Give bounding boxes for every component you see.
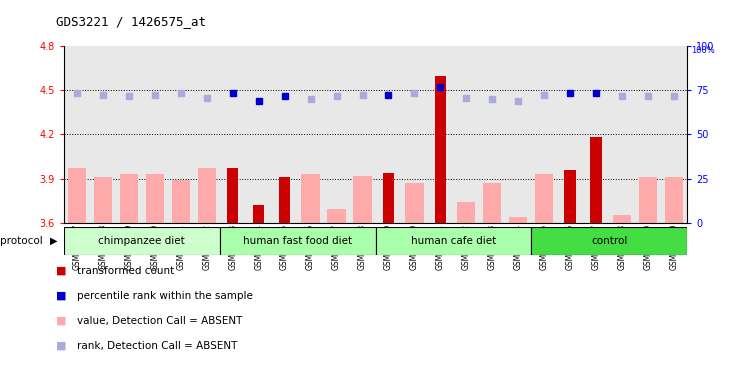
Text: percentile rank within the sample: percentile rank within the sample xyxy=(77,291,253,301)
Bar xyxy=(639,177,657,223)
Bar xyxy=(376,227,532,255)
Bar xyxy=(665,177,683,223)
Bar xyxy=(484,183,502,223)
Bar xyxy=(301,174,320,223)
Bar xyxy=(64,227,220,255)
Bar xyxy=(532,227,687,255)
Bar xyxy=(253,205,264,223)
Bar xyxy=(535,174,553,223)
Bar xyxy=(457,202,475,223)
Text: ■: ■ xyxy=(56,291,67,301)
Text: ▶: ▶ xyxy=(50,236,58,246)
Text: ■: ■ xyxy=(56,341,67,351)
Text: value, Detection Call = ABSENT: value, Detection Call = ABSENT xyxy=(77,316,243,326)
Text: control: control xyxy=(591,236,627,246)
Text: human fast food diet: human fast food diet xyxy=(243,236,352,246)
Bar xyxy=(406,183,424,223)
Text: human cafe diet: human cafe diet xyxy=(411,236,496,246)
Bar xyxy=(172,180,190,223)
Bar xyxy=(383,173,394,223)
Text: ■: ■ xyxy=(56,316,67,326)
Text: 100%: 100% xyxy=(691,46,715,55)
Bar xyxy=(509,217,527,223)
Bar xyxy=(119,174,138,223)
Text: ■: ■ xyxy=(56,266,67,276)
Bar xyxy=(590,137,602,223)
Bar xyxy=(279,177,291,223)
Bar xyxy=(220,227,376,255)
Text: chimpanzee diet: chimpanzee diet xyxy=(98,236,185,246)
Text: rank, Detection Call = ABSENT: rank, Detection Call = ABSENT xyxy=(77,341,238,351)
Text: protocol: protocol xyxy=(0,236,43,246)
Bar xyxy=(565,170,576,223)
Bar xyxy=(227,168,239,223)
Bar xyxy=(435,76,446,223)
Bar xyxy=(198,168,216,223)
Bar xyxy=(354,175,372,223)
Bar xyxy=(146,174,164,223)
Bar xyxy=(94,177,112,223)
Text: transformed count: transformed count xyxy=(77,266,174,276)
Bar xyxy=(68,168,86,223)
Text: GDS3221 / 1426575_at: GDS3221 / 1426575_at xyxy=(56,15,207,28)
Bar xyxy=(327,209,345,223)
Bar xyxy=(613,215,632,223)
